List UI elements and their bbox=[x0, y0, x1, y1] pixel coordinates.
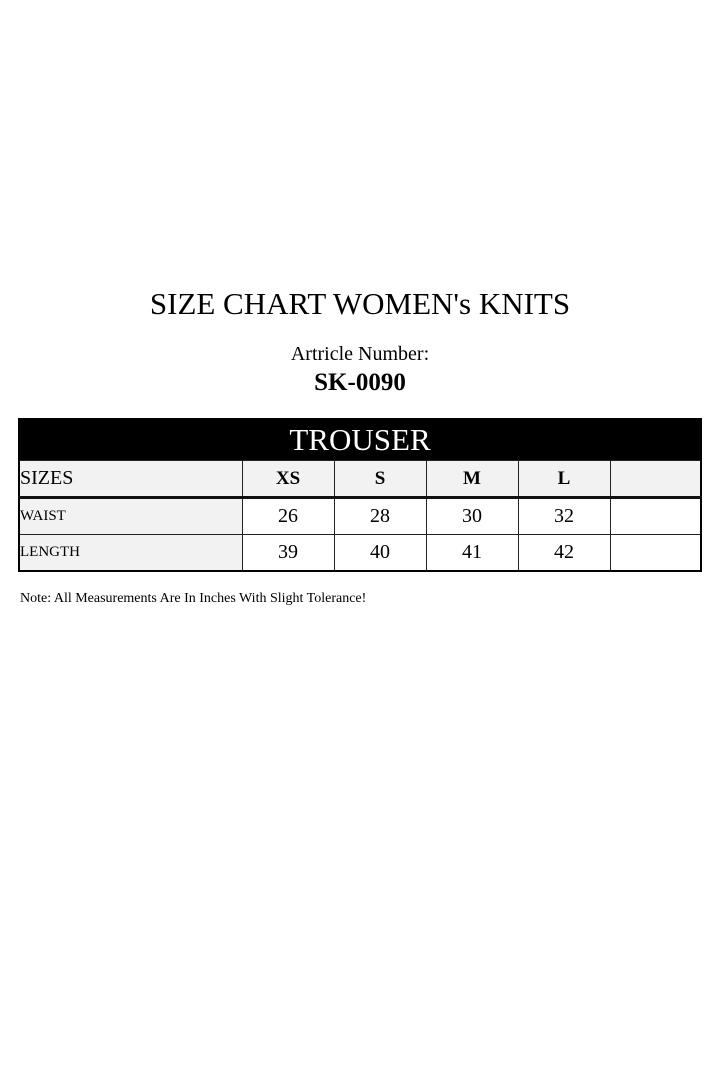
row-label: WAIST bbox=[18, 497, 243, 535]
article-number: SK-0090 bbox=[314, 369, 406, 396]
article-label: Artricle Number: bbox=[290, 343, 430, 365]
value-cell: 42 bbox=[517, 534, 611, 572]
sizes-row: SIZES XS S M L bbox=[18, 460, 702, 499]
size-cell: S bbox=[333, 460, 427, 499]
page-title: SIZE CHART WOMEN's KNITS bbox=[149, 286, 571, 321]
table-row: LENGTH 39 40 41 42 bbox=[18, 534, 702, 572]
size-cell bbox=[609, 460, 702, 499]
table-header: TROUSER bbox=[19, 419, 701, 461]
value-cell: 30 bbox=[425, 497, 519, 535]
size-cell: XS bbox=[241, 460, 335, 499]
value-cell: 26 bbox=[241, 497, 335, 535]
size-cell: L bbox=[517, 460, 611, 499]
value-cell: 40 bbox=[333, 534, 427, 572]
sizes-label: SIZES bbox=[18, 460, 243, 499]
size-chart-table: TROUSER SIZES XS S M L WAIST 26 28 30 32… bbox=[18, 418, 702, 572]
value-cell: 39 bbox=[241, 534, 335, 572]
value-cell bbox=[609, 534, 702, 572]
value-cell: 41 bbox=[425, 534, 519, 572]
table-header-row: TROUSER bbox=[19, 419, 701, 461]
row-label: LENGTH bbox=[18, 534, 243, 572]
value-cell bbox=[609, 497, 702, 535]
size-cell: M bbox=[425, 460, 519, 499]
note-text: Note: All Measurements Are In Inches Wit… bbox=[20, 591, 367, 606]
value-cell: 28 bbox=[333, 497, 427, 535]
table-row: WAIST 26 28 30 32 bbox=[18, 497, 702, 535]
value-cell: 32 bbox=[517, 497, 611, 535]
